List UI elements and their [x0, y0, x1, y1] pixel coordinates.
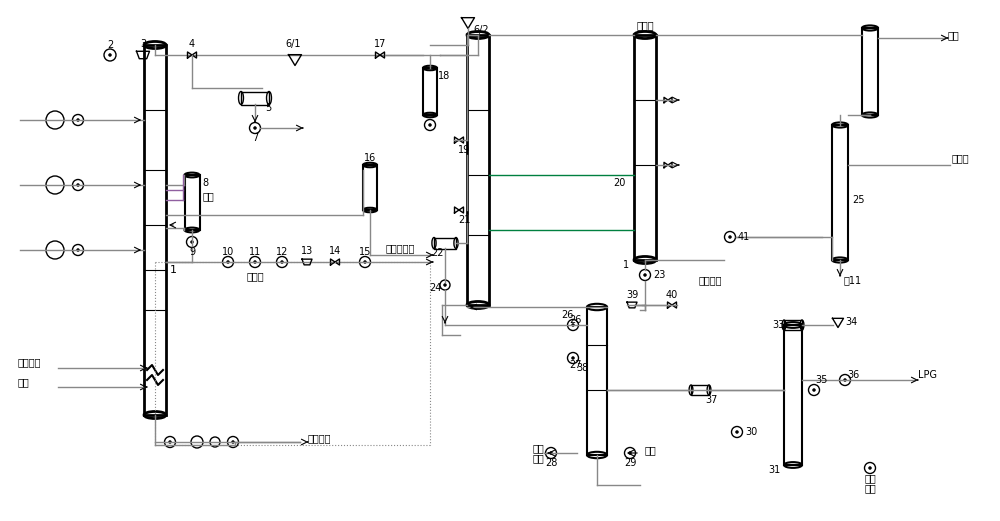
Text: LPG: LPG: [918, 370, 937, 380]
Bar: [691, 385, 709, 395]
Text: 19: 19: [458, 145, 470, 155]
Bar: [423, 68, 437, 115]
Bar: [467, 35, 489, 305]
Bar: [784, 325, 802, 465]
Text: 35: 35: [816, 375, 828, 385]
Bar: [784, 320, 802, 330]
Text: 9: 9: [189, 247, 195, 257]
Text: 25: 25: [852, 195, 864, 205]
Text: 干气: 干气: [948, 30, 960, 40]
Circle shape: [572, 324, 574, 327]
Text: 2: 2: [107, 40, 113, 50]
Text: 30: 30: [745, 427, 757, 437]
Bar: [241, 92, 269, 105]
Bar: [862, 28, 878, 115]
Text: 17: 17: [374, 39, 386, 49]
Text: 29: 29: [624, 458, 636, 468]
Circle shape: [629, 452, 632, 454]
Circle shape: [226, 260, 230, 264]
Circle shape: [280, 260, 284, 264]
Text: 4: 4: [189, 39, 195, 49]
Text: 16: 16: [364, 153, 376, 163]
Bar: [832, 125, 848, 260]
Text: 26: 26: [570, 315, 582, 325]
Text: 5: 5: [265, 103, 271, 113]
Circle shape: [254, 127, 256, 130]
Text: 18: 18: [438, 71, 450, 81]
Bar: [634, 35, 656, 260]
Text: 36: 36: [847, 370, 859, 380]
Text: 反应油气: 反应油气: [18, 357, 42, 367]
Text: 富柴油: 富柴油: [246, 271, 264, 281]
Text: 10: 10: [222, 247, 234, 257]
Text: 蒸汽: 蒸汽: [645, 445, 657, 455]
Text: 33: 33: [772, 320, 784, 330]
Bar: [184, 175, 200, 230]
Text: 26: 26: [561, 310, 573, 320]
Circle shape: [812, 389, 816, 391]
Text: 蒸汽: 蒸汽: [203, 191, 215, 201]
Text: 28: 28: [545, 458, 557, 468]
Text: 38: 38: [576, 363, 588, 373]
Circle shape: [108, 54, 112, 56]
Text: 41: 41: [738, 232, 750, 242]
Circle shape: [572, 356, 574, 359]
Text: 一中: 一中: [532, 443, 544, 453]
Circle shape: [76, 118, 80, 121]
Text: 3: 3: [140, 39, 146, 49]
Circle shape: [190, 241, 194, 243]
Text: 21: 21: [458, 215, 470, 225]
Text: 稳定汽油: 稳定汽油: [698, 275, 722, 285]
Circle shape: [736, 430, 738, 433]
Circle shape: [232, 440, 234, 443]
Circle shape: [644, 274, 646, 277]
Bar: [144, 45, 166, 415]
Text: 7: 7: [252, 133, 258, 143]
Text: 13: 13: [301, 246, 313, 256]
Text: 8: 8: [202, 178, 208, 188]
Text: 40: 40: [666, 290, 678, 300]
Circle shape: [428, 123, 432, 127]
Circle shape: [444, 283, 446, 287]
Text: 34: 34: [845, 317, 857, 327]
Text: 20: 20: [613, 178, 625, 188]
Text: 1: 1: [170, 265, 177, 275]
Bar: [434, 238, 456, 249]
Circle shape: [254, 260, 256, 264]
Text: 去加氫裂解: 去加氫裂解: [385, 243, 415, 253]
Text: 37: 37: [706, 395, 718, 405]
Text: 蒸汽: 蒸汽: [18, 377, 30, 387]
Text: 6/1: 6/1: [285, 39, 301, 49]
Text: 二中: 二中: [864, 473, 876, 483]
Text: 27: 27: [570, 360, 582, 370]
Text: 6/2: 6/2: [473, 25, 489, 35]
Text: 回流: 回流: [532, 453, 544, 463]
Circle shape: [364, 260, 366, 264]
Text: 貧柴油: 貧柴油: [952, 153, 970, 163]
Bar: [587, 307, 607, 455]
Text: 粗汽油: 粗汽油: [636, 20, 654, 30]
Text: 去11: 去11: [844, 275, 862, 285]
Text: 24: 24: [429, 283, 441, 293]
Text: 23: 23: [653, 270, 665, 280]
Circle shape: [868, 466, 872, 469]
Circle shape: [76, 183, 80, 187]
Circle shape: [728, 235, 732, 239]
Text: 回流: 回流: [864, 483, 876, 493]
Text: 12: 12: [276, 247, 288, 257]
Bar: [363, 165, 377, 210]
Text: 1: 1: [623, 260, 629, 270]
Text: 14: 14: [329, 246, 341, 256]
Text: 22: 22: [431, 248, 443, 258]
Text: 15: 15: [359, 247, 371, 257]
Text: 外甩油浆: 外甩油浆: [308, 433, 332, 443]
Circle shape: [844, 378, 846, 381]
Text: 39: 39: [626, 290, 638, 300]
Circle shape: [550, 452, 552, 454]
Text: 11: 11: [249, 247, 261, 257]
Text: 31: 31: [769, 465, 781, 475]
Circle shape: [168, 440, 172, 443]
Circle shape: [76, 249, 80, 252]
